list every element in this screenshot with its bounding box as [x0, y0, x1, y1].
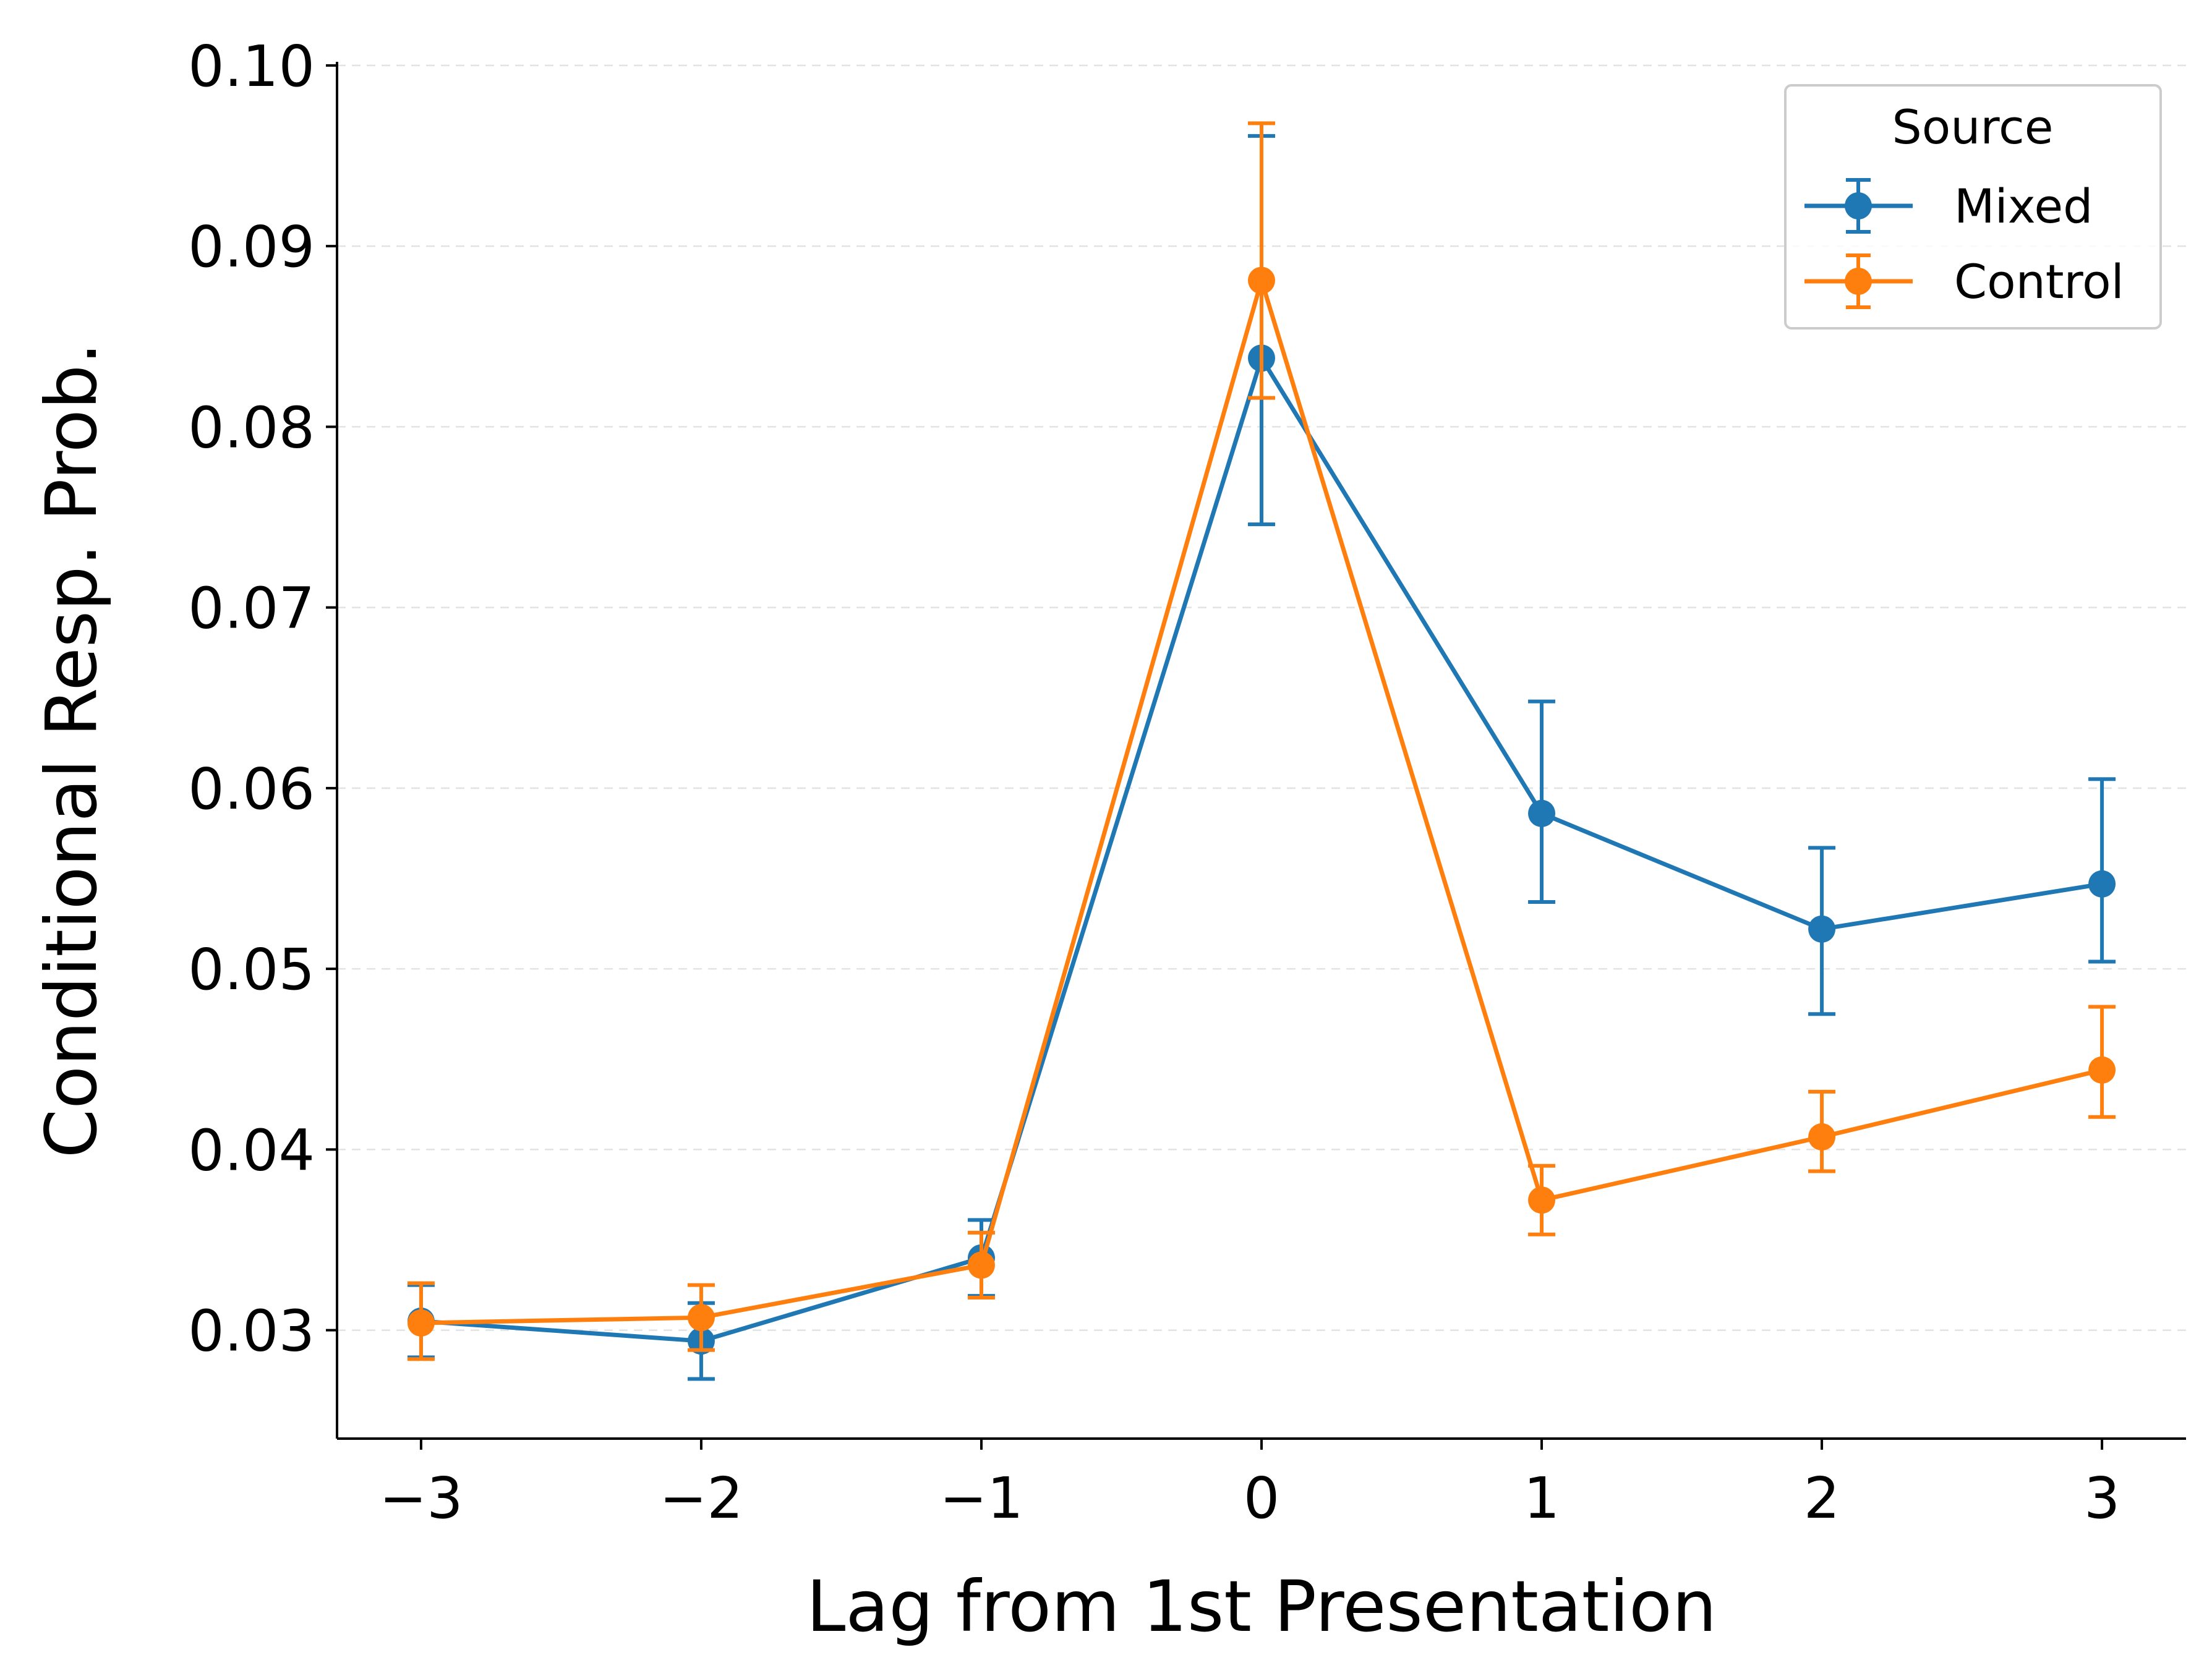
data-point — [1808, 915, 1836, 943]
data-point — [1248, 266, 1275, 294]
x-tick-label: −2 — [659, 1465, 743, 1531]
x-axis-label: Lag from 1st Presentation — [806, 1565, 1717, 1648]
y-tick-label: 0.09 — [188, 214, 315, 280]
y-tick-label: 0.10 — [188, 33, 315, 100]
legend-entry-mixed: Mixed — [1804, 178, 2093, 234]
legend-box — [1784, 84, 2162, 330]
x-tick-label: 3 — [2084, 1465, 2120, 1531]
y-tick-label: 0.03 — [188, 1298, 315, 1364]
legend: Source Mixed Control — [1784, 84, 2162, 330]
legend-title: Source — [1892, 100, 2053, 155]
x-tick-label: −1 — [939, 1465, 1023, 1531]
y-axis-ticks: 0.03 0.04 0.05 0.06 0.07 0.08 0.09 0.10 — [188, 33, 337, 1364]
data-point — [967, 1251, 995, 1279]
x-tick-label: 0 — [1244, 1465, 1280, 1531]
data-point — [407, 1309, 435, 1337]
legend-entry-control: Control — [1804, 253, 2124, 309]
y-tick-label: 0.08 — [188, 394, 315, 461]
y-axis-label: Conditional Resp. Prob. — [30, 342, 113, 1159]
y-tick-label: 0.05 — [188, 937, 315, 1003]
data-point — [1528, 1186, 1556, 1214]
data-point — [2088, 870, 2116, 898]
data-point — [2088, 1056, 2116, 1084]
legend-label: Mixed — [1954, 179, 2093, 234]
data-point — [1528, 799, 1556, 827]
legend-marker — [1845, 268, 1872, 295]
data-point — [687, 1304, 715, 1332]
y-tick-label: 0.06 — [188, 756, 315, 822]
x-axis-ticks: −3 −2 −1 0 1 2 3 — [379, 1439, 2120, 1531]
x-tick-label: 1 — [1524, 1465, 1560, 1531]
series-control — [407, 121, 2116, 1361]
y-tick-label: 0.04 — [188, 1117, 315, 1183]
legend-marker — [1845, 192, 1872, 219]
x-tick-label: 2 — [1804, 1465, 1840, 1531]
y-tick-label: 0.07 — [188, 576, 315, 642]
legend-entries: Mixed Control — [1804, 178, 2124, 309]
legend-label: Control — [1954, 254, 2124, 309]
series-layer — [407, 121, 2116, 1381]
x-tick-label: −3 — [379, 1465, 463, 1531]
data-point — [1808, 1123, 1836, 1151]
